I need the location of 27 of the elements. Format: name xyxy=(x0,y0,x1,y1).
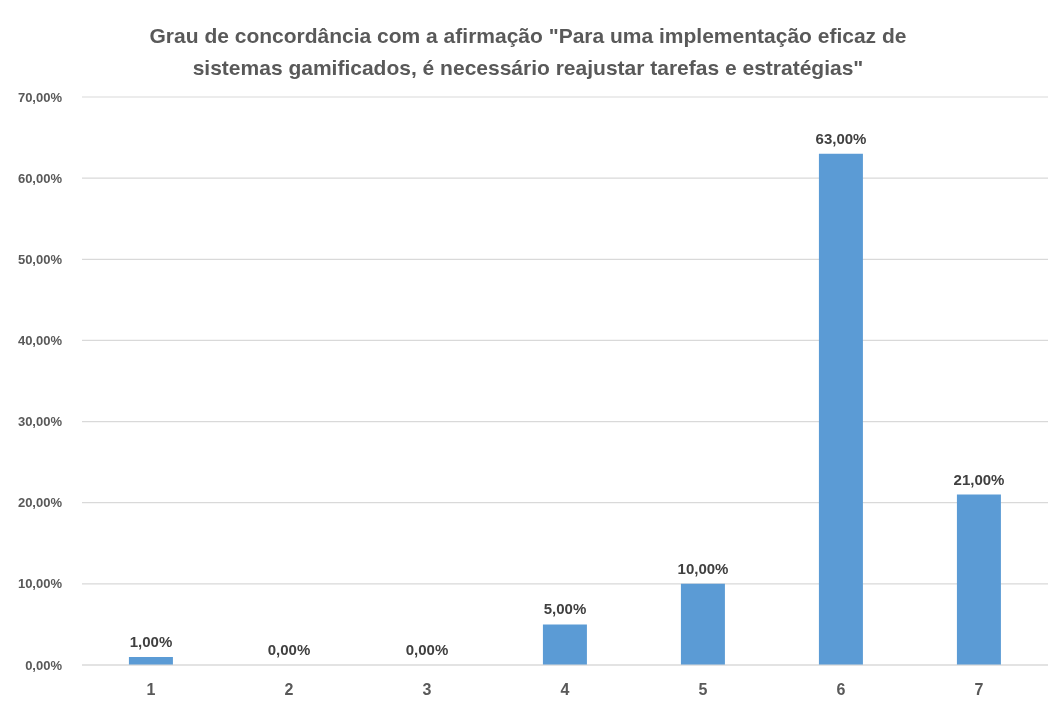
data-label: 63,00% xyxy=(815,129,867,147)
bar xyxy=(680,583,725,665)
data-label: 0,00% xyxy=(267,641,311,658)
x-tick-label: 3 xyxy=(422,681,432,699)
x-tick-label: 1 xyxy=(146,681,156,699)
bar xyxy=(956,494,1001,665)
y-tick-label: 50,00% xyxy=(17,251,63,267)
x-tick-label: 5 xyxy=(698,681,708,699)
data-label: 10,00% xyxy=(677,559,729,577)
y-tick-label: 40,00% xyxy=(17,333,63,349)
y-tick-label: 0,00% xyxy=(25,657,63,673)
data-label: 1,00% xyxy=(129,632,173,650)
chart-title: Grau de concordância com a afirmação "Para uma implementação eficaz de sistemas gamificados, é necessário reajustar tarefas e estratégias" xyxy=(148,23,908,81)
y-tick-label: 30,00% xyxy=(17,414,63,430)
bar xyxy=(818,153,863,665)
data-label: 21,00% xyxy=(953,470,1005,488)
data-label: 0,00% xyxy=(405,641,449,658)
y-tick-label: 20,00% xyxy=(17,495,63,511)
x-tick-label: 6 xyxy=(836,681,846,699)
bar xyxy=(542,624,587,665)
x-tick-label: 2 xyxy=(284,681,294,699)
data-label: 5,00% xyxy=(543,600,587,618)
x-tick-label: 4 xyxy=(560,681,570,699)
y-tick-label: 10,00% xyxy=(17,576,63,592)
y-tick-label: 60,00% xyxy=(17,170,63,186)
x-tick-label: 7 xyxy=(974,681,984,699)
y-tick-label: 70,00% xyxy=(17,89,63,105)
